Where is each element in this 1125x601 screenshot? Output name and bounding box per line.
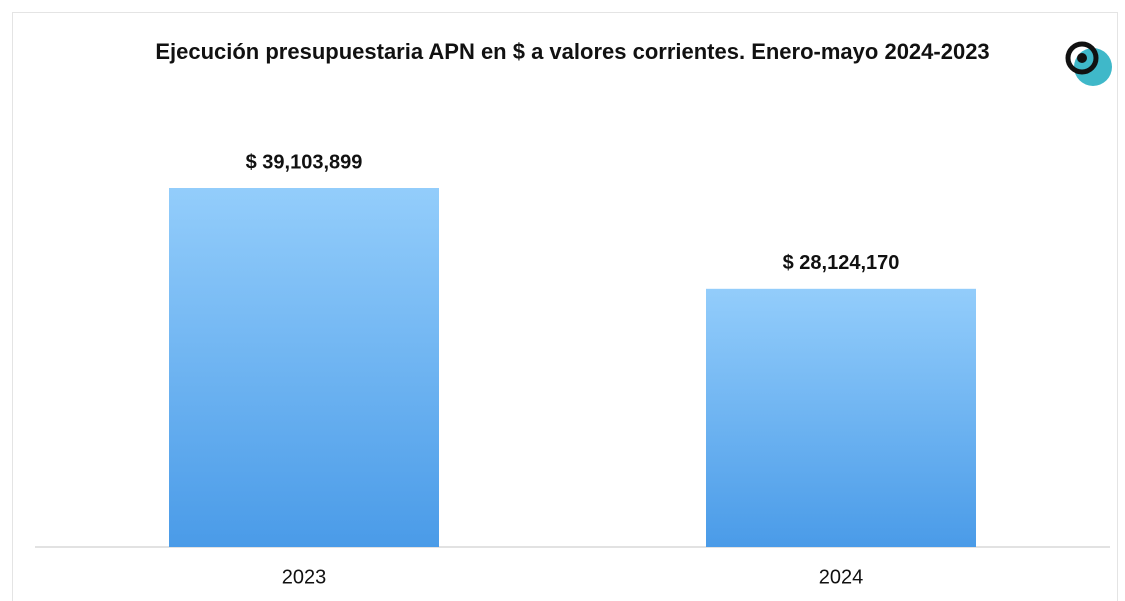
chart-title: Ejecución presupuestaria APN en $ a valo… (155, 39, 990, 64)
bar (169, 188, 439, 547)
x-tick-label: 2023 (282, 566, 327, 588)
x-tick-label: 2024 (819, 566, 864, 588)
value-label: $ 39,103,899 (246, 151, 363, 173)
logo (1065, 41, 1112, 86)
chart-border (12, 12, 1118, 601)
value-label: $ 28,124,170 (783, 252, 900, 274)
bar (706, 288, 976, 547)
